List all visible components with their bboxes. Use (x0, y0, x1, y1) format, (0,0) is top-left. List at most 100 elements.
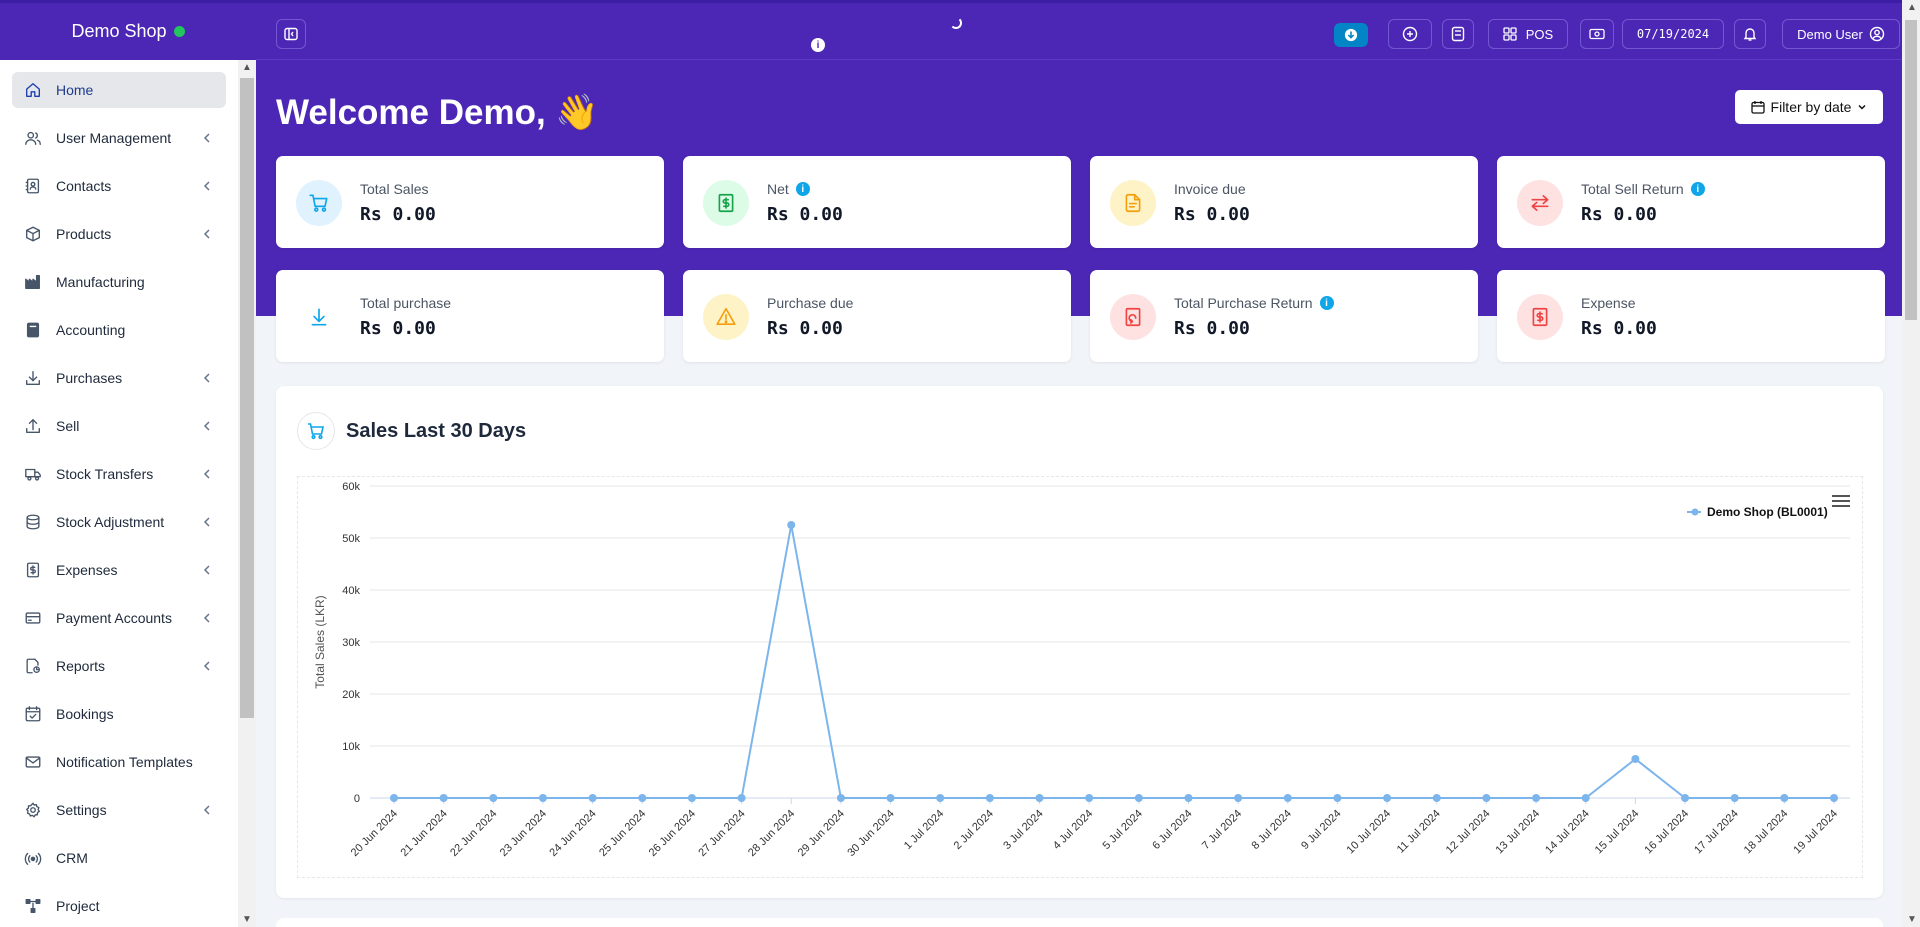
download-icon (296, 294, 342, 340)
pos-button[interactable]: POS (1488, 19, 1568, 49)
info-icon[interactable]: i (811, 38, 825, 52)
sidebar-item-products[interactable]: Products (12, 216, 226, 252)
date-button[interactable]: 07/19/2024 (1622, 19, 1724, 49)
main-scroll-thumb[interactable] (1905, 20, 1917, 320)
pos-label: POS (1525, 26, 1554, 42)
scroll-down-arrow-icon[interactable]: ▼ (242, 914, 252, 925)
info-icon[interactable]: i (795, 182, 810, 196)
sidebar-item-label: Home (56, 82, 94, 98)
stat-label: Purchase due (767, 295, 853, 311)
sidebar-item-notification-templates[interactable]: Notification Templates (12, 744, 226, 780)
data-point (1631, 755, 1640, 763)
info-icon[interactable]: i (1690, 182, 1705, 196)
welcome-heading: Welcome Demo, 👋 (276, 93, 600, 132)
stat-card-total-sales: Total Sales Rs 0.00 (276, 156, 664, 248)
stat-label-text: Total purchase (360, 295, 452, 311)
sidebar-item-accounting[interactable]: Accounting (12, 312, 226, 348)
x-tick-label: 20 Jun 2024 (349, 808, 400, 859)
users-icon (24, 129, 42, 147)
sidebar-item-label: Reports (56, 658, 106, 674)
home-icon (24, 81, 42, 99)
stat-value: Rs 0.00 (360, 204, 436, 225)
chart-menu-icon[interactable] (1832, 492, 1850, 510)
sidebar-item-bookings[interactable]: Bookings (12, 696, 226, 732)
cube-icon (24, 225, 42, 243)
stat-label-text: Total Sales (360, 181, 429, 197)
data-point (1283, 794, 1292, 802)
sidebar-item-reports[interactable]: Reports (12, 648, 226, 684)
user-circle-icon (1869, 26, 1885, 42)
calculator-button[interactable] (1442, 19, 1474, 49)
sidebar-item-sell[interactable]: Sell (12, 408, 226, 444)
stat-label: Total purchase (360, 295, 451, 311)
cash-button[interactable] (1580, 19, 1614, 49)
sidebar-item-user-management[interactable]: User Management (12, 120, 226, 156)
scroll-down-arrow-icon[interactable]: ▼ (1907, 914, 1917, 925)
sidebar-item-home[interactable]: Home (12, 72, 226, 108)
main-scrollbar[interactable]: ▲ ▼ (1902, 0, 1920, 927)
scroll-up-arrow-icon[interactable]: ▲ (242, 62, 252, 73)
sidebar-item-purchases[interactable]: Purchases (12, 360, 226, 396)
chevron-left-icon (202, 371, 212, 387)
cash-icon (1589, 28, 1605, 40)
info-icon[interactable]: i (1319, 296, 1334, 310)
data-point (1134, 794, 1143, 802)
brand-name: Demo Shop (71, 21, 167, 41)
calendar-icon (1750, 101, 1765, 114)
sidebar-item-label: Purchases (56, 370, 123, 386)
document-icon (1110, 180, 1156, 226)
data-point (687, 794, 696, 802)
chevron-left-icon (202, 227, 212, 243)
exchange-icon (1517, 180, 1563, 226)
x-tick-label: 19 Jul 2024 (1791, 808, 1840, 857)
sidebar-item-stock-adjustment[interactable]: Stock Adjustment (12, 504, 226, 540)
legend-marker (1687, 508, 1701, 516)
sidebar-item-label: Stock Adjustment (56, 514, 165, 530)
chevron-left-icon (202, 419, 212, 435)
database-icon (24, 513, 42, 531)
sidebar-toggle-button[interactable] (276, 19, 306, 49)
data-point (985, 794, 994, 802)
stat-label-text: Net (767, 181, 789, 197)
sidebar-scroll-thumb[interactable] (240, 78, 254, 718)
top-navbar: i POS 07/19/2024 Demo User (256, 0, 1902, 60)
credit-card-icon (24, 609, 42, 627)
sales-line-chart: 0 10k 20k 30k 40k 50k 60k Total Sales (LKR) 20 J… (313, 481, 1850, 859)
chevron-left-icon (202, 131, 212, 147)
sidebar-item-payment-accounts[interactable]: Payment Accounts (12, 600, 226, 636)
quick-add-button[interactable] (1388, 19, 1432, 49)
notifications-button[interactable] (1734, 19, 1766, 49)
bell-icon (1743, 28, 1757, 41)
stat-label: Total Sales (360, 181, 428, 197)
download-app-button[interactable] (1334, 23, 1368, 47)
filter-by-date-button[interactable]: Filter by date (1735, 90, 1883, 124)
sidebar-scrollbar[interactable]: ▲ ▼ (238, 60, 256, 927)
sidebar-item-manufacturing[interactable]: Manufacturing (12, 264, 226, 300)
data-point (1532, 794, 1541, 802)
sidebar-item-contacts[interactable]: Contacts (12, 168, 226, 204)
y-tick-label: 10k (342, 741, 360, 753)
user-menu-button[interactable]: Demo User (1782, 19, 1900, 49)
chart-legend[interactable]: Demo Shop (BL0001) (1687, 505, 1828, 519)
data-point (886, 794, 895, 802)
data-point (737, 794, 746, 802)
x-tick-label: 2 Jul 2024 (952, 808, 996, 852)
x-tick-label: 24 Jun 2024 (547, 808, 598, 859)
sidebar-item-label: Accounting (56, 322, 126, 338)
sidebar-item-label: Contacts (56, 178, 112, 194)
sidebar-item-project[interactable]: Project (12, 888, 226, 924)
data-point (1830, 794, 1838, 802)
sidebar-item-stock-transfers[interactable]: Stock Transfers (12, 456, 226, 492)
y-tick-label: 30k (342, 637, 360, 649)
brand[interactable]: Demo Shop (0, 0, 256, 60)
sidebar-item-expenses[interactable]: Expenses (12, 552, 226, 588)
sidebar-item-settings[interactable]: Settings (12, 792, 226, 828)
x-tick-label: 28 Jun 2024 (746, 808, 797, 859)
cart-icon (296, 180, 342, 226)
stat-value: Rs 0.00 (1581, 318, 1657, 339)
truck-icon (24, 465, 42, 483)
x-tick-label: 14 Jul 2024 (1543, 808, 1592, 857)
scroll-up-arrow-icon[interactable]: ▲ (1907, 2, 1917, 13)
sidebar-item-crm[interactable]: CRM (12, 840, 226, 876)
plus-circle-icon (1402, 26, 1418, 42)
